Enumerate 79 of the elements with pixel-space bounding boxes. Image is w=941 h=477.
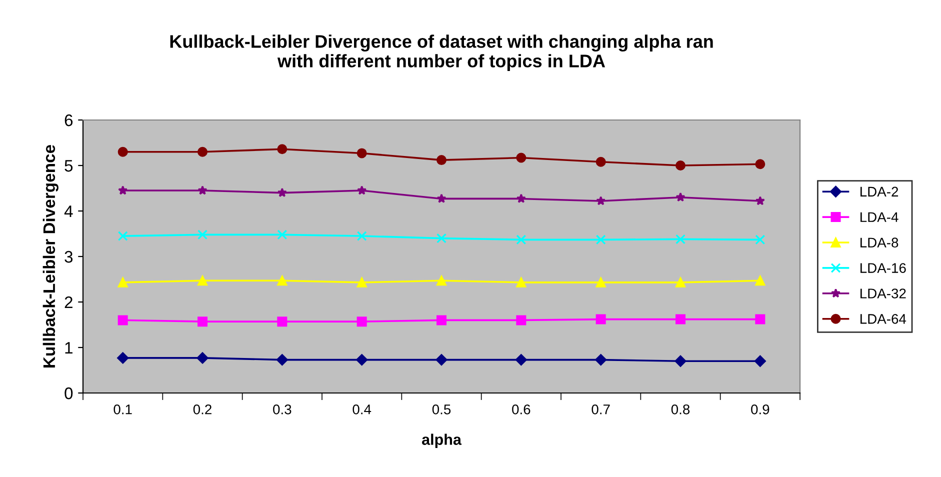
point xyxy=(118,231,128,242)
point xyxy=(356,231,367,242)
point xyxy=(676,192,686,202)
x-tick-label: 0.6 xyxy=(512,404,530,414)
point xyxy=(277,230,288,240)
point xyxy=(356,277,367,288)
point xyxy=(596,156,606,167)
point xyxy=(755,276,766,286)
x-axis-title: alpha xyxy=(422,434,462,448)
point xyxy=(676,277,686,288)
point xyxy=(596,196,606,206)
legend-label: LDA-8 xyxy=(860,238,898,248)
point xyxy=(117,352,129,364)
point xyxy=(118,315,128,326)
point xyxy=(198,276,208,286)
point xyxy=(436,233,446,244)
point xyxy=(596,314,606,324)
point xyxy=(277,144,288,154)
point xyxy=(516,234,526,245)
y-tick-label: 2 xyxy=(64,296,72,308)
y-tick-label: 0 xyxy=(64,387,73,400)
point xyxy=(436,194,446,203)
legend-label: LDA-16 xyxy=(860,263,906,273)
point xyxy=(436,155,446,166)
point xyxy=(676,314,686,324)
legend-label: LDA-4 xyxy=(860,212,898,222)
point xyxy=(755,159,766,170)
point xyxy=(676,160,686,170)
point xyxy=(198,316,208,327)
point xyxy=(674,355,686,367)
point xyxy=(118,186,128,195)
point xyxy=(436,276,446,286)
point xyxy=(436,354,448,366)
point xyxy=(196,352,208,364)
x-tick-label: 0.5 xyxy=(432,404,451,414)
y-axis-title: Kullback-Leibler Divergence xyxy=(42,144,58,368)
point xyxy=(118,277,128,288)
legend-label: LDA-2 xyxy=(860,186,898,196)
point xyxy=(516,152,526,163)
y-tick-label: 1 xyxy=(65,342,72,354)
point xyxy=(356,148,367,158)
y-tick-label: 4 xyxy=(64,206,73,218)
point xyxy=(277,316,288,327)
y-tick-label: 6 xyxy=(64,114,73,126)
point xyxy=(596,277,606,288)
x-tick-label: 0.9 xyxy=(751,404,770,414)
point xyxy=(198,146,208,157)
point xyxy=(356,316,367,327)
x-tick-label: 0.1 xyxy=(114,404,132,414)
point xyxy=(754,355,766,367)
y-tick-label: 3 xyxy=(64,250,73,263)
point xyxy=(436,315,446,326)
point xyxy=(755,314,766,324)
legend-label: LDA-64 xyxy=(860,314,906,324)
x-tick-label: 0.7 xyxy=(592,404,610,414)
x-tick-label: 0.8 xyxy=(671,404,690,414)
point xyxy=(118,146,128,157)
point xyxy=(516,315,526,326)
legend-label: LDA-32 xyxy=(860,288,906,298)
point xyxy=(277,188,287,198)
point xyxy=(357,186,367,195)
x-tick-label: 0.3 xyxy=(273,404,292,414)
point xyxy=(198,186,208,195)
point xyxy=(356,354,368,366)
point xyxy=(198,230,208,240)
point xyxy=(277,276,288,286)
point xyxy=(516,194,526,203)
point xyxy=(276,354,288,366)
point xyxy=(515,354,527,366)
point xyxy=(676,234,686,244)
point xyxy=(595,354,607,366)
point xyxy=(755,234,766,245)
point xyxy=(596,234,606,245)
point xyxy=(755,196,765,206)
x-tick-label: 0.2 xyxy=(193,404,212,414)
x-tick-label: 0.4 xyxy=(352,404,372,414)
chart-title: Kullback-Leibler Divergence of dataset with changing alpha ran with different number of topics in LDA xyxy=(170,34,713,71)
point xyxy=(516,277,526,288)
y-tick-label: 5 xyxy=(64,160,73,172)
